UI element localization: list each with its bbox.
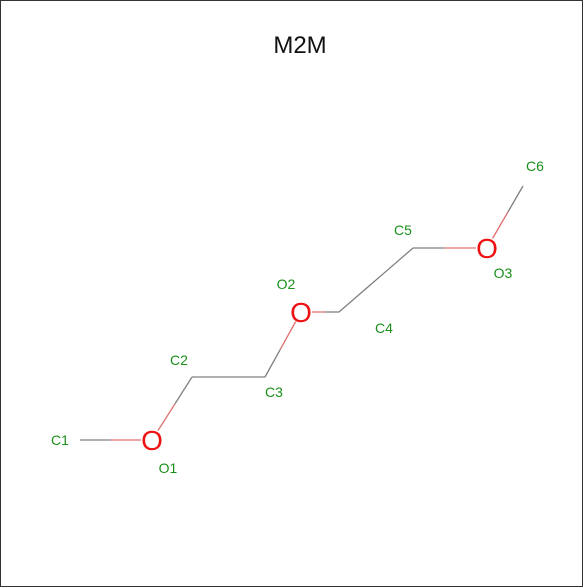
bond-segment bbox=[507, 185, 524, 213]
atom-c5: C5 bbox=[394, 222, 412, 238]
bond-o3-c6 bbox=[491, 185, 524, 239]
bond-segment bbox=[264, 348, 281, 378]
atom-label-o3: O3 bbox=[494, 265, 513, 281]
atom-label-c1: C1 bbox=[51, 432, 69, 448]
atom-c1: C1 bbox=[51, 432, 69, 448]
atom-label-o2: O2 bbox=[277, 276, 296, 292]
atom-label-o1: O1 bbox=[159, 460, 178, 476]
bond-segment bbox=[491, 211, 509, 239]
atom-o1: O O1 bbox=[141, 425, 177, 476]
bond-segment bbox=[279, 321, 297, 350]
bond-segment bbox=[174, 376, 193, 405]
atom-label-c3: C3 bbox=[265, 384, 283, 400]
atom-o3: OO3 bbox=[476, 233, 512, 281]
atom-label-c6: C6 bbox=[526, 158, 544, 174]
atom-c6: C6 bbox=[526, 158, 544, 174]
atom-label-c4: C4 bbox=[375, 320, 393, 336]
diagram-title: M2M bbox=[273, 32, 326, 59]
atom-o2: O O2 bbox=[277, 276, 312, 328]
bond-segment bbox=[157, 403, 176, 432]
bonds-group bbox=[80, 185, 524, 441]
bond-segment bbox=[338, 279, 377, 313]
atom-label-c5: C5 bbox=[394, 222, 412, 238]
atom-c2: C2 bbox=[170, 352, 188, 368]
bond-o1-c2 bbox=[157, 376, 193, 432]
bond-segment bbox=[375, 247, 414, 281]
bond-c3-o2 bbox=[264, 321, 297, 378]
oxygen-symbol: O bbox=[476, 233, 498, 264]
oxygen-symbol: O bbox=[141, 425, 163, 456]
oxygen-symbol: O bbox=[290, 297, 312, 328]
bond-c4-c5 bbox=[338, 247, 414, 313]
atom-c4: C4 bbox=[375, 320, 393, 336]
atom-label-c2: C2 bbox=[170, 352, 188, 368]
atom-c3: C3 bbox=[265, 384, 283, 400]
